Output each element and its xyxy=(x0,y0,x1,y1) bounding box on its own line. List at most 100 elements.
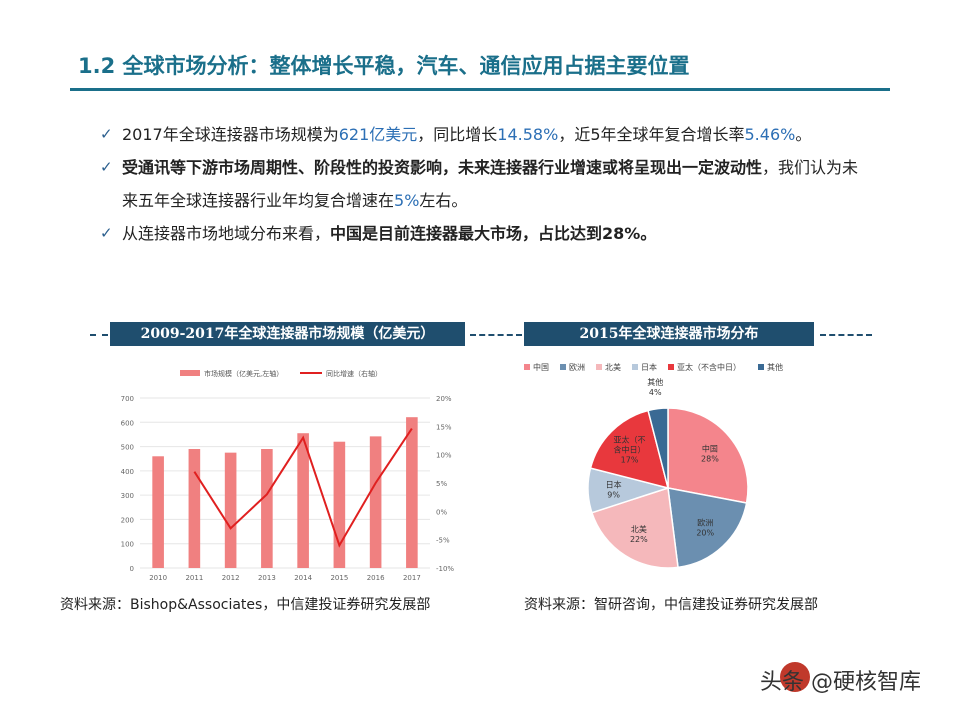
y2-tick-label: -10% xyxy=(436,565,454,573)
pie-slice xyxy=(589,409,670,490)
bullet-item-3: ✓ 从连接器市场地域分布来看，中国是目前连接器最大市场，占比达到28%。 xyxy=(100,217,860,250)
pie-slice xyxy=(667,407,749,504)
y-tick-label: 500 xyxy=(121,444,134,452)
slice-label: 22% xyxy=(630,535,648,544)
legend-swatch xyxy=(524,364,530,370)
bullet-text-part: 14.58% xyxy=(497,125,559,144)
legend-label: 欧洲 xyxy=(569,362,585,372)
legend-swatch xyxy=(596,364,602,370)
legend-swatch xyxy=(632,364,638,370)
slice-label: 北美 xyxy=(631,524,647,534)
left-chart-title: 2009-2017年全球连接器市场规模（亿美元） xyxy=(110,322,465,346)
y-tick-label: 300 xyxy=(121,492,134,500)
bullet-text: 从连接器市场地域分布来看，中国是目前连接器最大市场，占比达到28%。 xyxy=(122,224,656,243)
legend-swatch xyxy=(180,370,200,376)
dash-decoration xyxy=(820,334,872,336)
bullet-text-part: ，近5年全球年复合增长率 xyxy=(558,125,745,144)
slice-label: 中国 xyxy=(702,443,718,453)
slice-label: 含中日） xyxy=(614,445,646,455)
y2-tick-label: 20% xyxy=(436,395,452,403)
bar xyxy=(152,456,164,568)
right-chart-title: 2015年全球连接器市场分布 xyxy=(524,322,814,346)
legend-label: 其他 xyxy=(767,362,783,372)
check-icon: ✓ xyxy=(100,125,113,143)
y-tick-label: 100 xyxy=(121,541,134,549)
bullet-text-part: ，同比增长 xyxy=(417,125,498,144)
x-tick-label: 2015 xyxy=(330,574,348,582)
slice-label: 28% xyxy=(701,454,719,463)
dash-decoration xyxy=(90,334,108,336)
bar xyxy=(188,449,201,568)
x-tick-label: 2011 xyxy=(185,574,203,582)
y-tick-label: 0 xyxy=(130,565,134,573)
pie-slice xyxy=(667,487,748,569)
y-tick-label: 600 xyxy=(121,419,134,427)
bullet-item-1: ✓ 2017年全球连接器市场规模为621亿美元，同比增长14.58%，近5年全球… xyxy=(100,118,860,151)
bar xyxy=(333,441,346,568)
bullet-text-part: 从连接器市场地域分布来看， xyxy=(122,224,331,243)
company-logo xyxy=(780,662,810,692)
bullet-text-part: 621亿美元 xyxy=(338,125,418,144)
bullet-text: 2017年全球连接器市场规模为621亿美元，同比增长14.58%，近5年全球年复… xyxy=(122,125,811,144)
dash-decoration xyxy=(470,334,522,336)
market-distribution-chart: 中国 欧洲 北美 日本 亚太（不含中日） 其他中国28%欧洲20%北美22%日本9%亚太（… xyxy=(524,362,783,569)
slice-label: 9% xyxy=(607,491,620,500)
slice-label: 亚太（不 xyxy=(614,435,646,445)
legend-label: 市场规模（亿美元,左轴） xyxy=(204,369,283,378)
bullet-text-part: 中国是目前连接器最大市场，占比达到28%。 xyxy=(330,224,657,243)
bar xyxy=(369,436,382,568)
growth-line xyxy=(193,428,413,548)
bar xyxy=(261,449,273,568)
y2-tick-label: 5% xyxy=(436,480,447,488)
legend-label: 日本 xyxy=(641,362,657,372)
x-tick-label: 2010 xyxy=(149,574,167,582)
bullet-list: ✓ 2017年全球连接器市场规模为621亿美元，同比增长14.58%，近5年全球… xyxy=(100,118,860,250)
bar xyxy=(406,417,418,568)
legend-swatch xyxy=(668,364,674,370)
bullet-text-part: 。 xyxy=(795,125,812,144)
slice-label: 17% xyxy=(621,456,639,465)
legend-label: 中国 xyxy=(533,362,549,372)
slice-label: 20% xyxy=(696,529,714,538)
y-tick-label: 200 xyxy=(121,516,134,524)
y-tick-label: 400 xyxy=(121,468,134,476)
slide-header: 1.2 全球市场分析：整体增长平稳，汽车、通信应用占据主要位置 xyxy=(70,44,890,91)
x-tick-label: 2017 xyxy=(403,574,421,582)
x-tick-label: 2014 xyxy=(294,574,312,582)
y2-tick-label: 0% xyxy=(436,508,447,516)
watermark: 头条 @硬核智库 xyxy=(760,670,921,695)
right-source-note: 资料来源：智研咨询，中信建投证券研究发展部 xyxy=(524,597,818,613)
y-tick-label: 700 xyxy=(121,395,134,403)
slice-label: 其他 xyxy=(647,377,663,387)
bullet-text-part: 2017年全球连接器市场规模为 xyxy=(122,125,339,144)
y2-tick-label: -5% xyxy=(436,537,450,545)
pie-slice xyxy=(590,487,679,569)
bullet-text-part: 5.46% xyxy=(744,125,796,144)
legend-label: 北美 xyxy=(605,362,621,372)
legend-swatch xyxy=(560,364,566,370)
bullet-text: 受通讯等下游市场周期性、阶段性的投资影响，未来连接器行业增速或将呈现出一定波动性… xyxy=(122,158,858,210)
y2-tick-label: 10% xyxy=(436,452,452,460)
pie-slice xyxy=(647,407,669,489)
bullet-text-part: 左右。 xyxy=(419,191,468,210)
market-size-chart: 0 100 200 300 400 500 600 700 -10% -5% 0% 5% 10% 15% 2… xyxy=(121,369,455,582)
left-source-note: 资料来源：Bishop&Associates，中信建投证券研究发展部 xyxy=(60,597,431,613)
slice-label: 4% xyxy=(649,388,662,397)
bullet-text-part: ，我们认为未来五年全球连接器行业年均复合增速在 xyxy=(122,158,859,210)
x-tick-label: 2013 xyxy=(258,574,276,582)
bullet-text-part: 5% xyxy=(394,191,420,210)
bar xyxy=(224,452,237,568)
slide-title: 1.2 全球市场分析：整体增长平稳，汽车、通信应用占据主要位置 xyxy=(78,54,690,78)
check-icon: ✓ xyxy=(100,224,113,242)
legend-label: 同比增速（右轴） xyxy=(326,369,382,378)
legend-swatch xyxy=(758,364,764,370)
title-underline xyxy=(70,88,890,91)
bar xyxy=(297,433,309,568)
slice-label: 欧洲 xyxy=(697,518,713,528)
y2-tick-label: 15% xyxy=(436,423,452,431)
check-icon: ✓ xyxy=(100,158,113,176)
bullet-item-2: ✓ 受通讯等下游市场周期性、阶段性的投资影响，未来连接器行业增速或将呈现出一定波… xyxy=(100,151,860,217)
x-tick-label: 2012 xyxy=(222,574,240,582)
x-tick-label: 2016 xyxy=(367,574,385,582)
slice-label: 日本 xyxy=(606,480,622,490)
